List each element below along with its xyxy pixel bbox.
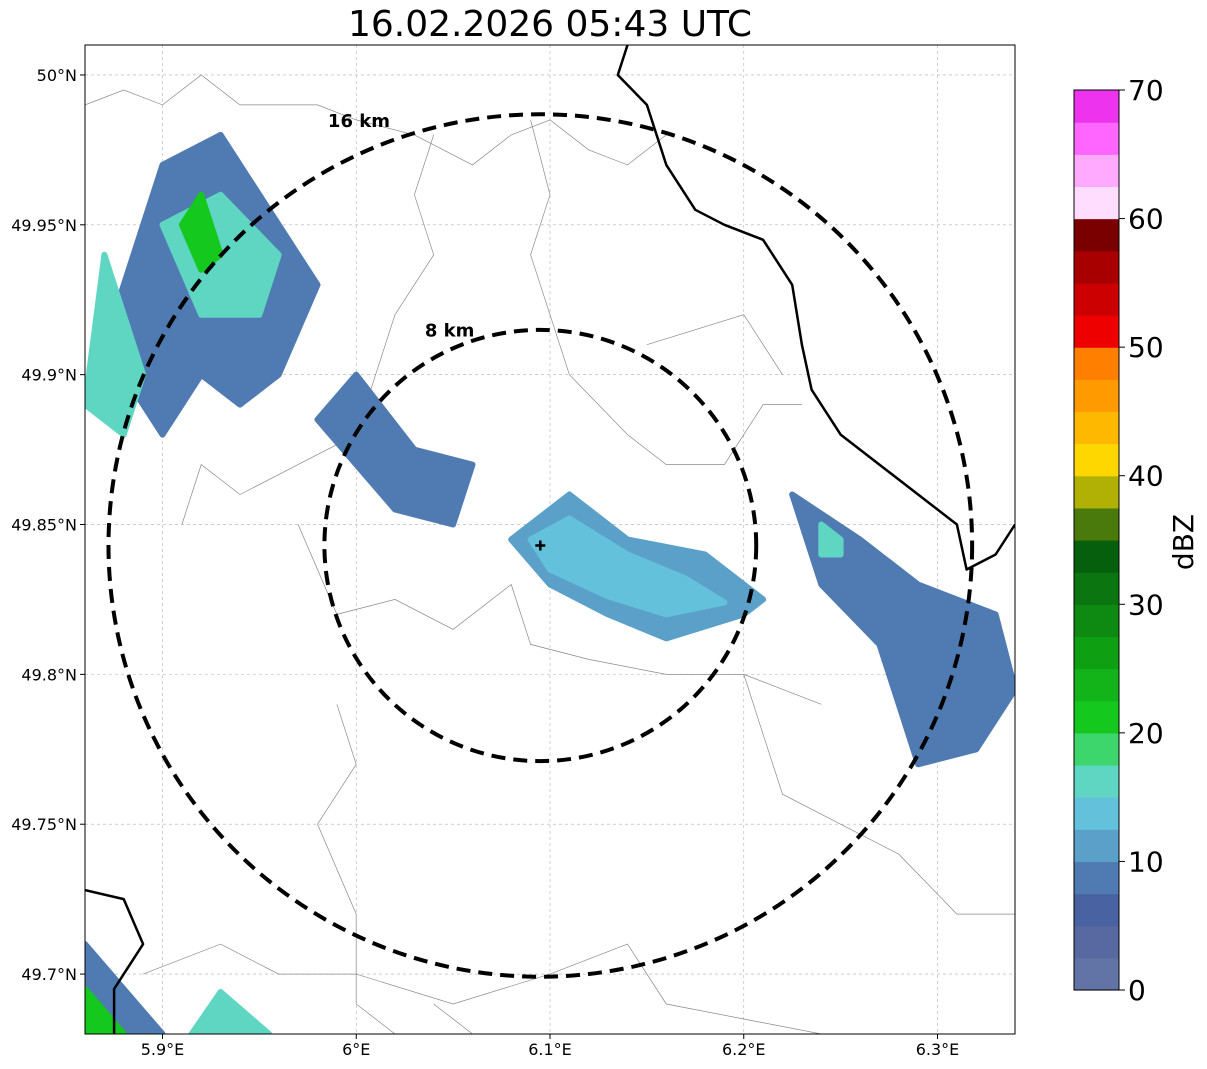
admin-boundaries bbox=[85, 74, 1015, 1034]
colorbar-segment bbox=[1074, 507, 1119, 541]
colorbar-tick-label: 40 bbox=[1128, 460, 1164, 493]
south-cell bbox=[188, 989, 273, 1034]
lat-tick-label: 49.7°N bbox=[21, 965, 77, 984]
admin-boundary-9 bbox=[646, 314, 783, 375]
central-core bbox=[527, 515, 728, 618]
admin-boundary-7 bbox=[743, 674, 1015, 915]
admin-boundary-4 bbox=[297, 524, 822, 705]
colorbar-segment bbox=[1074, 765, 1119, 798]
range-ring-16km bbox=[106, 112, 975, 979]
colorbar-segment bbox=[1074, 90, 1119, 123]
colorbar-tick-label: 0 bbox=[1128, 974, 1146, 1007]
colorbar-segment bbox=[1074, 668, 1119, 702]
colorbar-segment bbox=[1074, 861, 1119, 895]
colorbar-segment bbox=[1074, 636, 1119, 670]
national-borders bbox=[85, 45, 1015, 1034]
lat-tick-label: 49.95°N bbox=[11, 216, 77, 235]
lat-tick-label: 50°N bbox=[37, 66, 77, 85]
colorbar-segment bbox=[1074, 122, 1119, 155]
lon-tick-label: 6.2°E bbox=[722, 1040, 766, 1059]
lat-tick-label: 49.75°N bbox=[11, 815, 77, 834]
national-border-north-east bbox=[616, 45, 1015, 571]
colorbar-segment bbox=[1074, 282, 1119, 316]
radar-echoes bbox=[85, 131, 1015, 1034]
lon-tick-label: 6.1°E bbox=[528, 1040, 572, 1059]
admin-boundary-6 bbox=[142, 943, 822, 1034]
colorbar-segment bbox=[1074, 893, 1119, 927]
range-rings: 8 km 16 km bbox=[106, 111, 975, 979]
range-ring-8km bbox=[322, 327, 759, 764]
admin-boundary-5 bbox=[317, 704, 396, 1034]
colorbar-segment bbox=[1074, 186, 1119, 220]
range-ring-label: 16 km bbox=[328, 111, 390, 132]
admin-boundary-1 bbox=[85, 74, 667, 166]
colorbar-tick-label: 50 bbox=[1128, 331, 1164, 364]
colorbar-tick-label: 70 bbox=[1128, 74, 1164, 107]
national-border-south-west bbox=[85, 888, 145, 1034]
colorbar-segment bbox=[1074, 315, 1119, 348]
admin-boundary-3 bbox=[530, 119, 802, 465]
lat-tick-label: 49.9°N bbox=[21, 366, 77, 385]
colorbar-segment bbox=[1074, 540, 1119, 573]
longitude-ticks: 5.9°E 6°E 6.1°E 6.2°E 6.3°E bbox=[141, 1034, 960, 1059]
colorbar-segment bbox=[1074, 732, 1119, 766]
colorbar-tick-label: 30 bbox=[1128, 588, 1164, 621]
colorbar-segment bbox=[1074, 829, 1119, 863]
lon-tick-label: 5.9°E bbox=[141, 1040, 185, 1059]
colorbar-segment bbox=[1074, 250, 1119, 284]
colorbar-label: dBZ bbox=[1167, 514, 1200, 570]
inner-west-cell bbox=[314, 371, 476, 528]
colorbar-segment bbox=[1074, 411, 1119, 445]
colorbar-segment bbox=[1074, 957, 1119, 991]
lon-tick-label: 6.3°E bbox=[916, 1040, 960, 1059]
colorbar-segment bbox=[1074, 604, 1119, 638]
colorbar-tick-label: 60 bbox=[1128, 203, 1164, 236]
colorbar bbox=[1073, 89, 1120, 991]
colorbar-segment bbox=[1074, 379, 1119, 413]
lat-tick-label: 49.8°N bbox=[21, 665, 77, 684]
colorbar-tick-label: 10 bbox=[1128, 845, 1164, 878]
colorbar-segment bbox=[1074, 797, 1119, 830]
colorbar-segment bbox=[1074, 443, 1119, 477]
colorbar-ticks: 0 10 20 30 40 50 60 70 bbox=[1119, 74, 1164, 1007]
colorbar-segment bbox=[1074, 925, 1119, 959]
east-cell bbox=[789, 491, 1015, 768]
lat-tick-label: 49.85°N bbox=[11, 516, 77, 535]
latitude-ticks: 50°N 49.95°N 49.9°N 49.85°N 49.8°N 49.75°N 49.… bbox=[11, 66, 85, 984]
east-core bbox=[818, 521, 844, 558]
admin-boundary-8 bbox=[433, 1003, 473, 1034]
range-ring-label: 8 km bbox=[425, 320, 475, 341]
colorbar-segment bbox=[1074, 572, 1119, 605]
colorbar-tick-label: 20 bbox=[1128, 717, 1164, 750]
colorbar-segment bbox=[1074, 154, 1119, 188]
colorbar-segment bbox=[1074, 475, 1119, 509]
colorbar-segment bbox=[1074, 347, 1119, 380]
colorbar-segment bbox=[1074, 218, 1119, 252]
colorbar-segment bbox=[1074, 700, 1119, 734]
radar-site-marker bbox=[535, 540, 546, 551]
colorbar-frame bbox=[1073, 89, 1120, 991]
map-title: 16.02.2026 05:43 UTC bbox=[347, 4, 753, 45]
lon-tick-label: 6°E bbox=[342, 1040, 370, 1059]
